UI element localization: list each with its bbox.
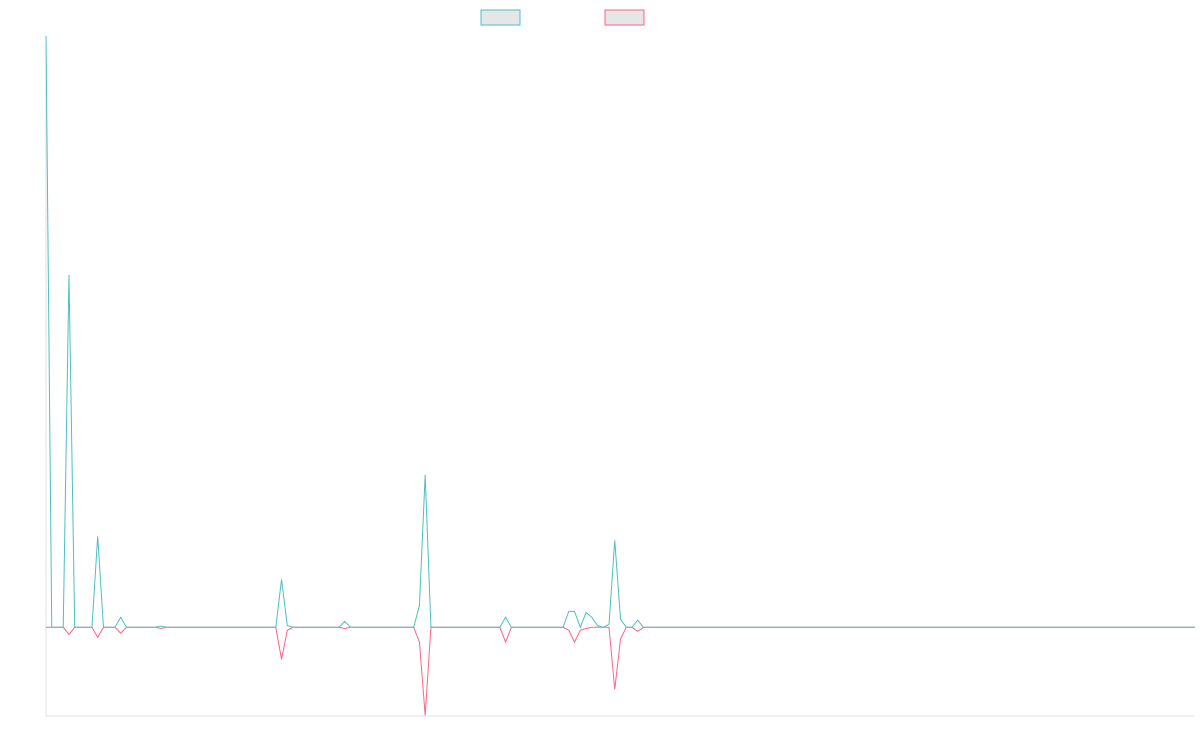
series-line [45,35,1195,629]
legend-swatch [480,9,521,26]
series-line [46,626,1195,716]
legend-swatch [604,9,645,26]
